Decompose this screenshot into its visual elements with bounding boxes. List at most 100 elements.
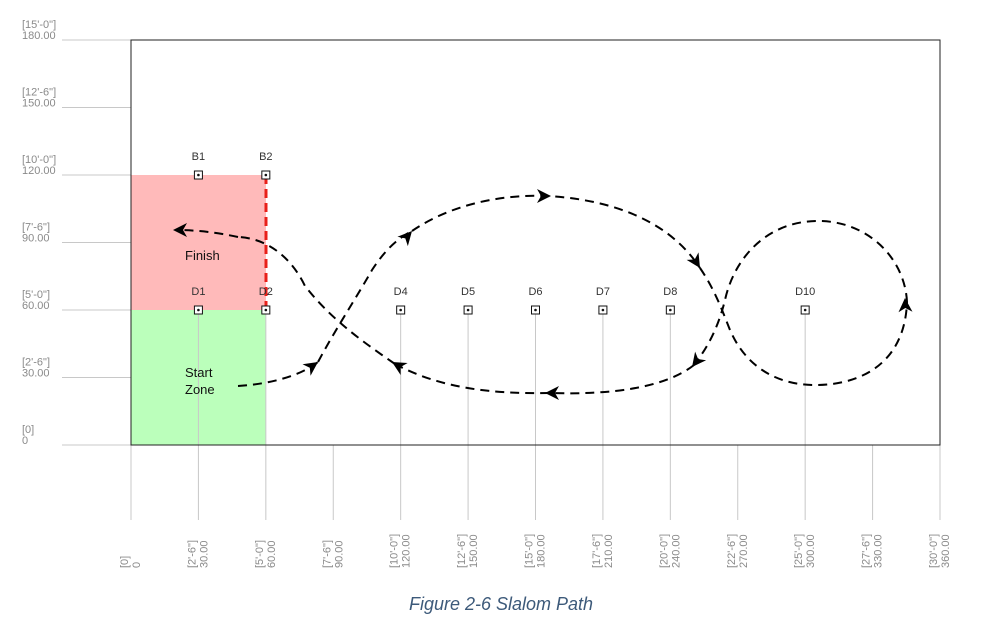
x-tick-label: [15'-0"] 180.00: [524, 534, 548, 568]
marker-d10: D10: [795, 286, 815, 315]
path-d10-loop-top: [693, 219, 908, 366]
arrowhead-d8-left: [692, 351, 707, 367]
x-tick-label: [20'-0"] 240.00: [658, 534, 682, 568]
x-tick-ft: [2'-6"]: [186, 540, 198, 568]
marker-d2: D2: [259, 286, 273, 315]
x-tick-ft: [30'-0"]: [928, 534, 940, 568]
x-tick-label: [5'-0"] 60.00: [254, 540, 278, 568]
arrowhead-top: [537, 189, 551, 203]
start-zone-label-line1: Start: [185, 365, 213, 380]
x-tick-label: [0] 0: [119, 556, 143, 568]
marker-d4: D4: [394, 286, 408, 315]
y-tick-in: 120.00: [22, 165, 56, 177]
x-tick-in: 210.00: [603, 534, 615, 568]
marker-label: D10: [795, 286, 815, 298]
path-top-arc: [411, 194, 701, 269]
marker-b2: B2: [259, 151, 273, 180]
x-tick-in: 90.00: [333, 540, 345, 568]
arrowhead-rise: [397, 231, 412, 247]
x-tick-ft: [25'-0"]: [793, 534, 805, 568]
marker-d6: D6: [528, 286, 543, 315]
finish-zone: [131, 175, 266, 310]
marker-d5: D5: [461, 286, 475, 315]
marker-dot: [466, 308, 470, 312]
x-tick-in: 150.00: [468, 534, 480, 568]
marker-dot: [197, 173, 200, 177]
path-d8-crossing: [699, 267, 908, 387]
x-tick-ft: [27'-6"]: [861, 534, 873, 568]
marker-dot: [264, 173, 268, 177]
y-tick-ft: [5'-0"]: [22, 289, 50, 301]
x-tick-in: 330.00: [873, 534, 885, 568]
x-tick-ft: [0]: [119, 556, 131, 568]
x-tick-label: [25'-0"] 300.00: [793, 534, 817, 568]
x-tick-in: 60.00: [266, 540, 278, 568]
marker-group: B1 B2 D1 D2 D4 D5 D6 D7 D8 D10: [191, 151, 815, 315]
x-tick-ft: [22'-6"]: [726, 534, 738, 568]
marker-dot: [669, 308, 672, 312]
marker-d1: D1: [191, 286, 205, 315]
slalom-path: [173, 189, 913, 400]
x-tick-ft: [5'-0"]: [254, 540, 266, 568]
figure-caption: Figure 2-6 Slalom Path: [408, 594, 594, 614]
x-tick-ft: [7'-6"]: [321, 540, 333, 568]
marker-label: D2: [259, 286, 273, 298]
x-tick-in: 30.00: [198, 540, 210, 568]
marker-label: D8: [663, 286, 677, 298]
marker-label: B1: [192, 151, 205, 163]
arrowhead-bottom: [545, 386, 559, 400]
x-tick-ft: [12'-6"]: [456, 534, 468, 568]
marker-dot: [197, 308, 200, 312]
marker-label: B2: [259, 151, 272, 163]
marker-label: D1: [191, 286, 205, 298]
y-tick-in: 30.00: [22, 368, 50, 380]
marker-label: D4: [394, 286, 408, 298]
finish-zone-label: Finish: [185, 248, 220, 263]
x-tick-label: [27'-6"] 330.00: [861, 534, 885, 568]
arrowhead-return: [392, 362, 408, 376]
path-return-bottom: [394, 363, 695, 395]
marker-dot: [803, 308, 807, 312]
marker-d7: D7: [596, 286, 610, 315]
path-return-up: [237, 236, 396, 365]
x-tick-ft: [10'-0"]: [389, 534, 401, 568]
marker-b1: B1: [192, 151, 205, 180]
x-tick-label: [30'-0"] 360.00: [928, 534, 952, 568]
y-tick-ft: [15'-0"]: [22, 19, 56, 31]
marker-label: D6: [528, 286, 542, 298]
marker-dot: [534, 308, 537, 312]
marker-dot: [264, 308, 268, 312]
y-tick-in: 150.00: [22, 98, 56, 110]
x-tick-label: [10'-0"] 120.00: [389, 534, 413, 568]
y-tick-ft: [10'-0"]: [22, 154, 56, 166]
arrowhead-finish: [173, 223, 187, 237]
arrowhead-d10-up: [898, 298, 913, 313]
x-tick-in: 120.00: [401, 534, 413, 568]
x-tick-in: 270.00: [738, 534, 750, 568]
x-tick-ft: [15'-0"]: [524, 534, 536, 568]
axis-guides: [62, 39, 941, 520]
marker-d8: D8: [663, 286, 677, 315]
y-tick-in: 180.00: [22, 30, 56, 42]
x-tick-in: 300.00: [805, 534, 817, 568]
marker-dot: [601, 308, 605, 312]
y-tick-in: 0: [22, 435, 28, 447]
x-tick-ft: [17'-6"]: [591, 534, 603, 568]
x-tick-label: [2'-6"] 30.00: [186, 540, 210, 568]
y-tick-ft: [2'-6"]: [22, 357, 50, 369]
x-axis-ticks: [0] 0 [2'-6"] 30.00 [5'-0"] 60.00 [7'-6"] 90.00…: [119, 534, 952, 568]
x-tick-label: [7'-6"] 90.00: [321, 540, 345, 568]
marker-label: D5: [461, 286, 475, 298]
x-tick-in: 240.00: [670, 534, 682, 568]
x-tick-label: [22'-6"] 270.00: [726, 534, 750, 568]
y-tick-ft: [0]: [22, 424, 34, 436]
x-tick-in: 180.00: [536, 534, 548, 568]
y-axis-ticks: [15'-0"]180.00 [12'-6"]150.00 [10'-0"]120.…: [22, 19, 56, 447]
path-finish-segment: [174, 229, 239, 238]
x-tick-in: 360.00: [940, 534, 952, 568]
y-tick-in: 60.00: [22, 300, 50, 312]
x-tick-label: [17'-6"] 210.00: [591, 534, 615, 568]
y-tick-ft: [12'-6"]: [22, 87, 56, 99]
x-tick-ft: [20'-0"]: [658, 534, 670, 568]
